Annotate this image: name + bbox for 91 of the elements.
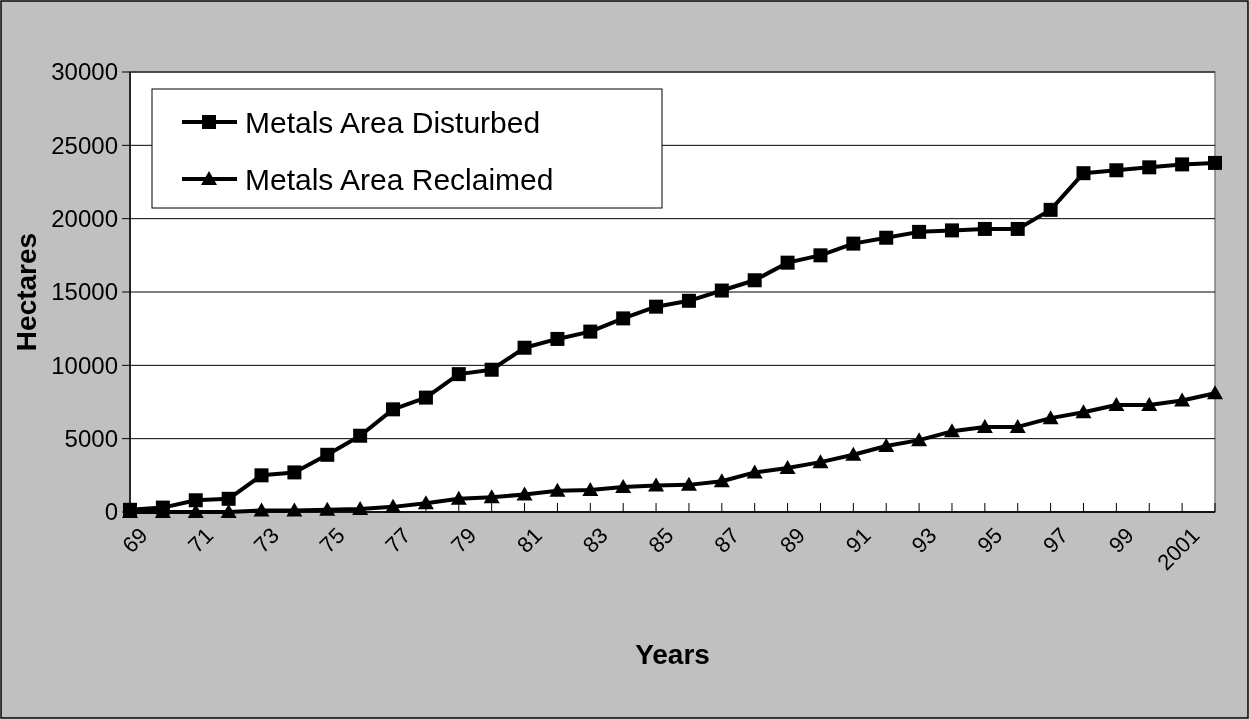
point (779, 460, 796, 474)
point (386, 402, 401, 417)
x-tick-label: 85 (643, 522, 679, 558)
point (550, 331, 565, 346)
x-axis-title: Years (635, 639, 710, 670)
x-tick-label: 73 (248, 522, 284, 558)
point (976, 418, 993, 433)
point (1208, 155, 1222, 170)
x-tick-label: 81 (511, 522, 547, 558)
y-tick-label: 10000 (51, 351, 118, 379)
point (549, 482, 566, 497)
x-tick-label: 97 (1038, 522, 1074, 558)
y-tick-label: 20000 (51, 205, 118, 233)
point (319, 501, 336, 516)
point (286, 502, 303, 517)
point (583, 324, 598, 339)
point (220, 504, 237, 518)
y-tick-label: 15000 (51, 278, 118, 306)
y-tick-label: 0 (104, 498, 118, 526)
point (780, 255, 795, 270)
point (813, 248, 828, 263)
point (681, 293, 696, 308)
point (1042, 410, 1059, 425)
point (977, 221, 992, 236)
point (714, 283, 729, 298)
point (352, 501, 369, 516)
point (615, 479, 632, 494)
x-tick-label: 93 (906, 522, 942, 558)
point (155, 500, 170, 515)
point (254, 468, 269, 483)
x-tick-label: 99 (1103, 522, 1139, 558)
point (1009, 418, 1026, 433)
x-tick-label: 79 (446, 522, 482, 558)
point (287, 465, 302, 480)
point (385, 498, 402, 513)
point (483, 489, 500, 504)
point (253, 502, 270, 517)
x-tick-label: 83 (577, 522, 613, 558)
point (846, 236, 861, 251)
point (450, 490, 467, 505)
point (1142, 160, 1157, 175)
point (582, 482, 599, 496)
point (484, 362, 499, 377)
point (517, 340, 532, 355)
x-tick-label: 95 (972, 522, 1008, 558)
legend-label: Metals Area Disturbed (245, 105, 541, 139)
point (648, 477, 665, 492)
point (812, 454, 829, 469)
point (944, 223, 959, 238)
point (516, 486, 533, 501)
point (353, 428, 368, 443)
point (879, 230, 894, 245)
x-tick-label: 77 (380, 522, 416, 558)
point (747, 273, 762, 288)
point (1141, 396, 1158, 411)
x-tick-label: 89 (775, 522, 810, 558)
y-tick-label: 25000 (51, 131, 118, 159)
point (649, 299, 664, 314)
x-tick-label: 75 (314, 522, 350, 558)
point (1010, 221, 1025, 236)
legend-label: Metals Area Reclaimed (245, 162, 554, 196)
point (746, 464, 763, 479)
point (1108, 396, 1125, 411)
point (418, 390, 433, 405)
point (878, 438, 895, 452)
point (221, 491, 236, 506)
point (680, 476, 697, 491)
point (1076, 166, 1091, 181)
point (845, 446, 862, 461)
point (417, 495, 434, 510)
point (1174, 392, 1191, 407)
point (713, 473, 730, 488)
point (1109, 163, 1124, 178)
point (1043, 202, 1058, 217)
x-tick-label: 91 (840, 522, 876, 558)
point (451, 367, 466, 382)
point (943, 423, 960, 438)
point (320, 447, 335, 462)
point (1207, 385, 1223, 400)
point (1075, 404, 1092, 419)
point (1175, 157, 1190, 172)
y-axis-title: Hectares (11, 232, 42, 352)
y-tick-label: 30000 (51, 58, 118, 86)
point (911, 432, 928, 447)
x-tick-label: 87 (709, 522, 745, 558)
x-tick-label: 69 (117, 522, 153, 558)
point (616, 311, 631, 326)
y-tick-label: 5000 (64, 425, 118, 453)
point (188, 493, 203, 508)
point (912, 224, 927, 239)
x-tick-label: 71 (183, 522, 219, 558)
